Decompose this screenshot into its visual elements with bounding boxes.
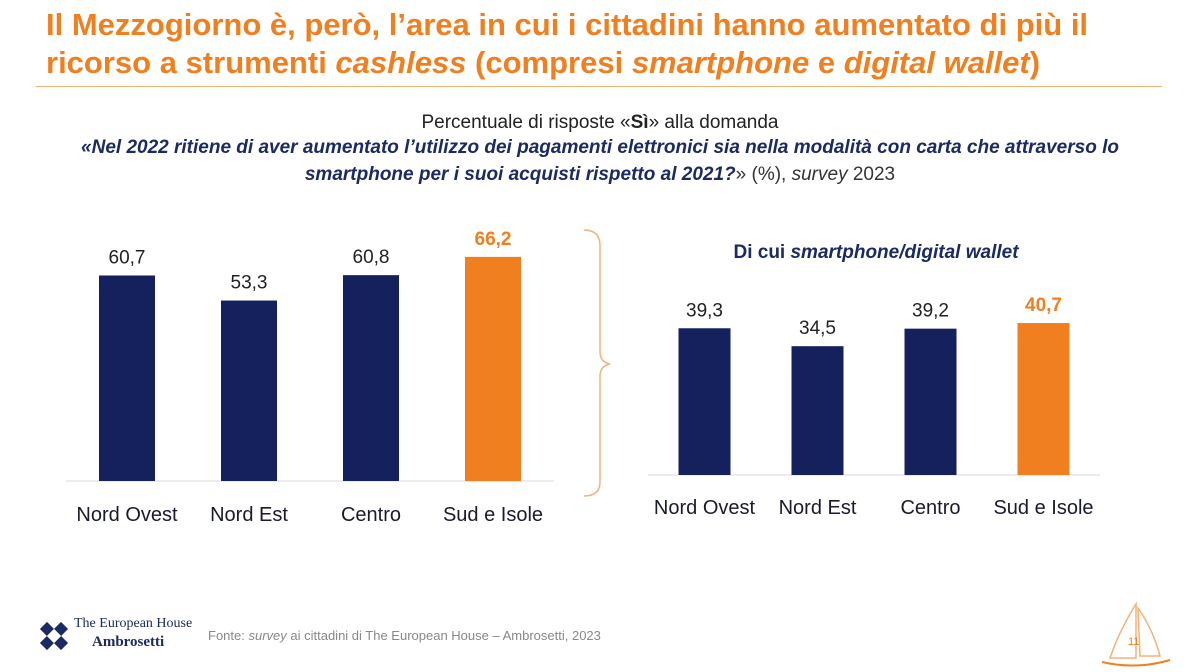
- brace-shape: [583, 229, 611, 497]
- page-title: Il Mezzogiorno è, però, l’area in cui i …: [46, 7, 1089, 80]
- data-label: 40,7: [1025, 295, 1062, 316]
- data-label: 60,7: [109, 247, 146, 268]
- chart-2-title: Di cui smartphone/digital wallet: [733, 242, 1019, 263]
- data-label: 60,8: [353, 247, 390, 268]
- category-label: Centro: [900, 497, 960, 519]
- category-label: Sud e Isole: [993, 497, 1093, 519]
- sail-logo-icon: [1101, 601, 1171, 667]
- bracket-connector: [583, 229, 611, 497]
- data-label: 39,3: [686, 300, 723, 321]
- chart-smartphone: 39,3 Nord Ovest 34,5 Nord Est 39,2 Centro 40,7…: [648, 242, 1100, 519]
- logo: The European House Ambrosetti: [36, 614, 206, 658]
- bar-sud-e-isole: [1017, 323, 1070, 475]
- bar-nord-est: [791, 346, 844, 475]
- page-number: 11: [1128, 636, 1140, 648]
- category-label: Nord Est: [210, 504, 288, 526]
- data-label: 53,3: [231, 273, 268, 294]
- category-label: Nord Est: [779, 497, 857, 519]
- data-label: 66,2: [475, 229, 512, 250]
- chart-total: 60,7 Nord Ovest 53,3 Nord Est 60,8 Centro 66,2…: [66, 229, 554, 526]
- bar-nord-ovest: [99, 275, 155, 481]
- survey-question: «Nel 2022 ritiene di aver aumentato l’ut…: [81, 137, 1119, 185]
- category-label: Sud e Isole: [443, 504, 543, 526]
- bar-nord-ovest: [678, 328, 731, 475]
- data-label: 39,2: [912, 301, 949, 322]
- title-divider: [36, 86, 1162, 87]
- category-label: Nord Ovest: [654, 497, 756, 519]
- category-label: Nord Ovest: [76, 504, 178, 526]
- logo-line-1: The European House: [74, 616, 193, 631]
- category-label: Centro: [341, 504, 401, 526]
- bar-sud-e-isole: [465, 256, 521, 481]
- source-note: Fonte: survey ai cittadini di The Europe…: [208, 628, 601, 643]
- logo-line-2: Ambrosetti: [92, 634, 165, 650]
- bar-centro: [343, 275, 399, 481]
- data-label: 34,5: [799, 318, 836, 339]
- chart-subtitle: Percentuale di risposte «Sì» alla domand…: [421, 112, 779, 133]
- logo-mark-icon: [39, 621, 69, 651]
- bar-centro: [904, 328, 957, 475]
- bar-nord-est: [221, 300, 277, 481]
